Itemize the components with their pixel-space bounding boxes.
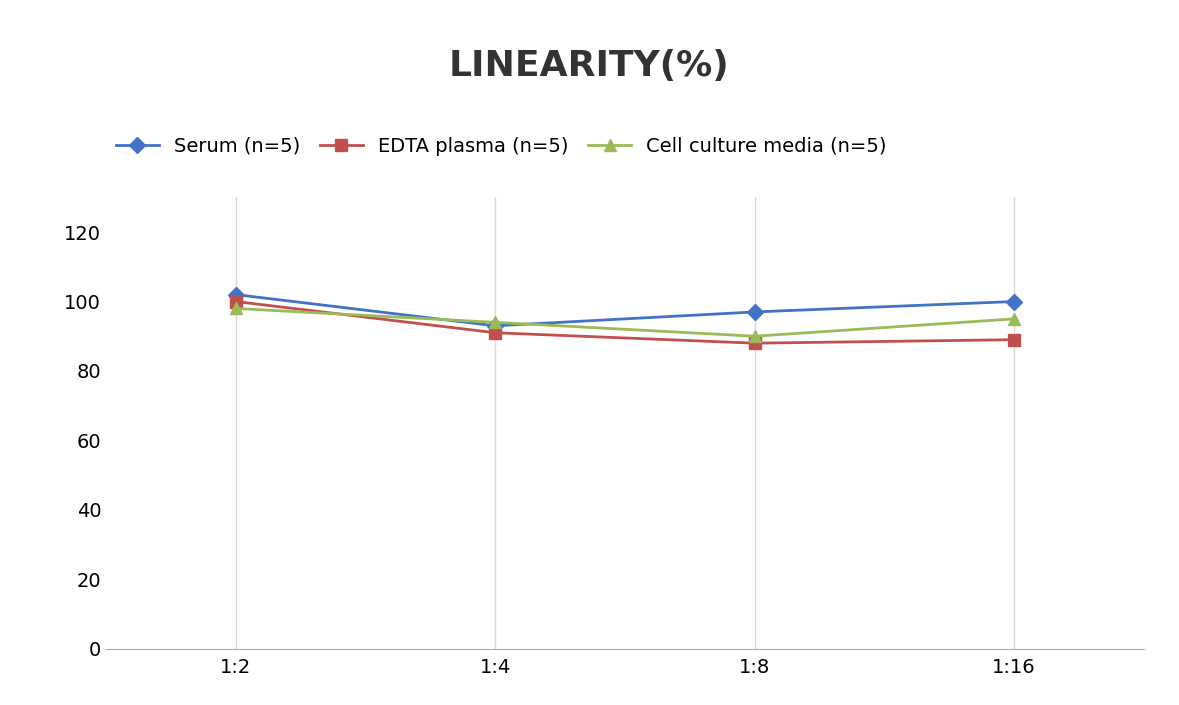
EDTA plasma (n=5): [229, 298, 243, 306]
Cell culture media (n=5): [747, 332, 762, 341]
Cell culture media (n=5): [1007, 314, 1021, 323]
EDTA plasma (n=5): [747, 339, 762, 348]
Serum (n=5): [488, 321, 502, 330]
Serum (n=5): [1007, 298, 1021, 306]
Text: LINEARITY(%): LINEARITY(%): [449, 49, 730, 83]
Serum (n=5): [229, 290, 243, 299]
Cell culture media (n=5): [229, 305, 243, 313]
Legend: Serum (n=5), EDTA plasma (n=5), Cell culture media (n=5): Serum (n=5), EDTA plasma (n=5), Cell cul…: [116, 137, 887, 156]
EDTA plasma (n=5): [1007, 336, 1021, 344]
Line: Serum (n=5): Serum (n=5): [230, 289, 1020, 331]
Serum (n=5): [747, 307, 762, 316]
Line: EDTA plasma (n=5): EDTA plasma (n=5): [230, 296, 1020, 349]
EDTA plasma (n=5): [488, 329, 502, 337]
Cell culture media (n=5): [488, 318, 502, 326]
Line: Cell culture media (n=5): Cell culture media (n=5): [230, 303, 1020, 342]
